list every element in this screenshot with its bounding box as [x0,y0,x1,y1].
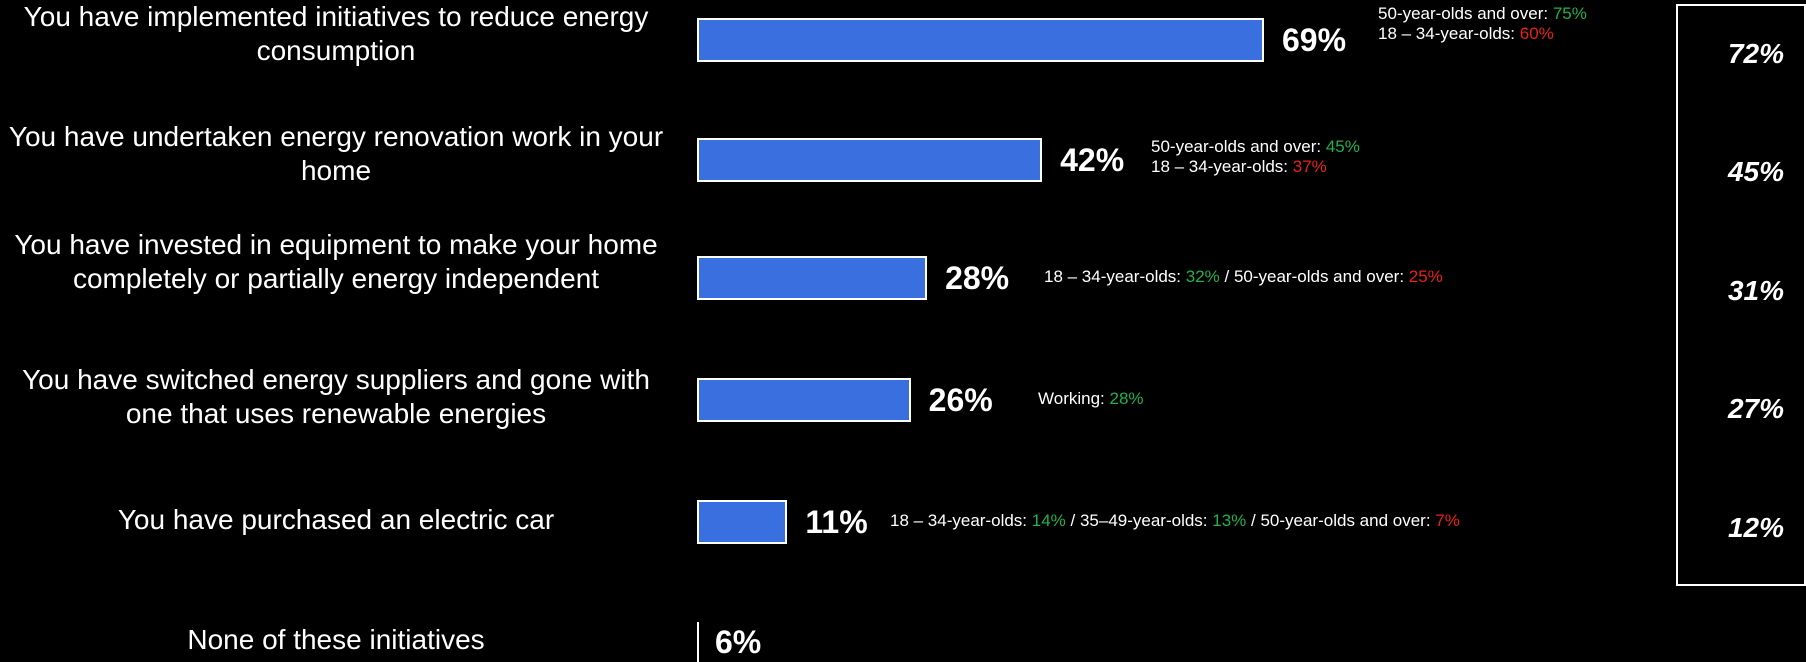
annotation-line: 18 – 34-year-olds: 14% / 35–49-year-olds… [890,511,1460,531]
value-label: 69% [1282,22,1347,58]
value-label: 42% [1060,142,1125,178]
bar [697,256,928,300]
annotation-line: 18 – 34-year-olds: 37% [1151,157,1360,177]
annotation-segment: 28% [1109,389,1144,408]
comparison-value: 27% [1727,393,1784,424]
value-label: 6% [715,624,762,660]
subgroup-annotation: 18 – 34-year-olds: 32% / 50-year-olds an… [1044,267,1443,287]
comparison-value: 31% [1727,275,1784,306]
annotation-segment: 32% [1185,267,1220,286]
annotation-segment: 50-year-olds and over: [1378,4,1553,23]
category-label: You have implemented initiatives to redu… [23,1,649,66]
bar [697,138,1043,182]
category-label: You have undertaken energy renovation wo… [8,121,664,186]
bar [697,500,788,544]
annotation-segment: 37% [1292,157,1327,176]
annotation-segment: Working: [1038,389,1110,408]
annotation-line: 50-year-olds and over: 75% [1378,4,1587,24]
category-label: You have purchased an electric car [117,504,555,535]
comparison-value: 45% [1727,156,1784,187]
annotation-segment: 18 – 34-year-olds: [1151,157,1293,176]
bar [697,18,1264,62]
annotation-segment: / 50-year-olds and over: [1246,511,1436,530]
annotation-segment: 45% [1325,137,1360,156]
subgroup-annotation: Working: 28% [1038,389,1144,409]
annotation-segment: / 50-year-olds and over: [1219,267,1409,286]
annotation-line: 18 – 34-year-olds: 60% [1378,24,1587,44]
annotation-segment: 18 – 34-year-olds: [1044,267,1186,286]
comparison-frame [1676,4,1806,586]
comparison-value: 72% [1727,38,1784,69]
annotation-line: 18 – 34-year-olds: 32% / 50-year-olds an… [1044,267,1443,287]
comparison-value: 12% [1727,512,1784,543]
subgroup-annotation: 50-year-olds and over: 75% 18 – 34-year-o… [1378,4,1587,44]
value-label: 26% [928,382,993,418]
annotation-segment: 60% [1519,24,1554,43]
annotation-segment: 7% [1435,511,1460,530]
annotation-segment: 75% [1552,4,1587,23]
annotation-line: 50-year-olds and over: 45% [1151,137,1360,157]
subgroup-annotation: 18 – 34-year-olds: 14% / 35–49-year-olds… [890,511,1460,531]
annotation-segment: 50-year-olds and over: [1151,137,1326,156]
annotation-segment: 13% [1212,511,1247,530]
subgroup-annotation: 50-year-olds and over: 45% 18 – 34-year-o… [1151,137,1360,177]
bar [697,622,699,662]
annotation-line: Working: 28% [1038,389,1144,409]
annotation-segment: 25% [1408,267,1443,286]
category-label: None of these initiatives [187,624,485,655]
annotation-segment: 18 – 34-year-olds: [890,511,1032,530]
bar [697,378,911,422]
annotation-segment: 18 – 34-year-olds: [1378,24,1520,43]
annotation-segment: / 35–49-year-olds: [1065,511,1213,530]
category-label: You have switched energy suppliers and g… [22,364,650,429]
annotation-segment: 14% [1031,511,1066,530]
category-label: You have invested in equipment to make y… [14,229,658,294]
value-label: 11% [805,504,868,540]
value-label: 28% [945,260,1010,296]
